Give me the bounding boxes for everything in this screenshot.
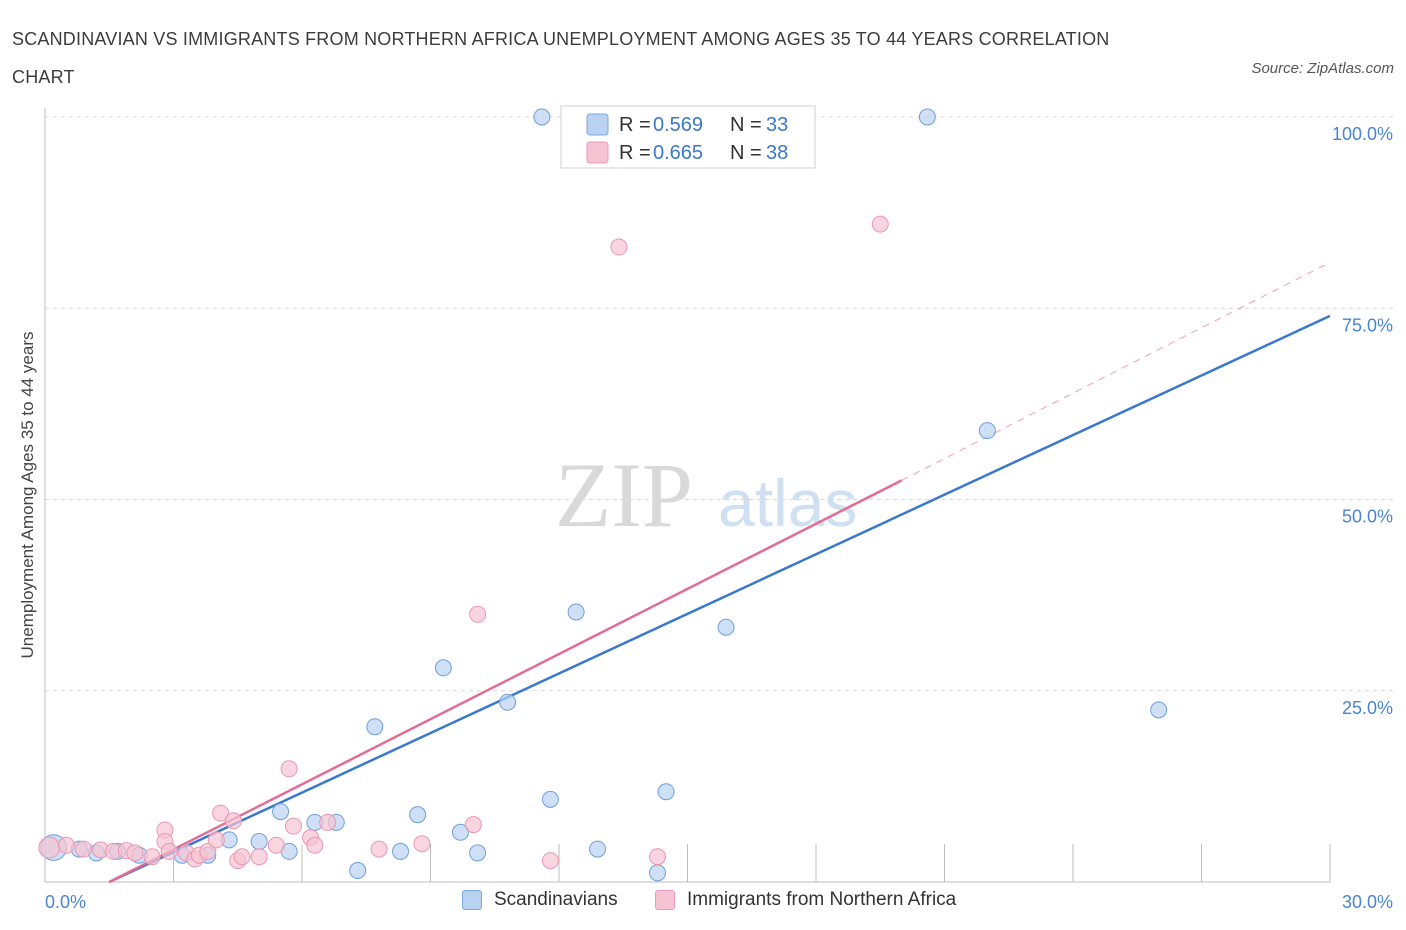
point-scandinavians-20[interactable] — [499, 693, 517, 711]
point-immigrants-2[interactable] — [75, 840, 93, 858]
point-immigrants-32[interactable] — [610, 238, 628, 256]
legend-label-scandinavians: Scandinavians — [494, 889, 618, 910]
x-tick-label-max: 30.0% — [1342, 892, 1393, 912]
point-scandinavians-8[interactable] — [250, 832, 268, 850]
point-immigrants-22[interactable] — [280, 760, 298, 778]
trend-lines — [108, 261, 1331, 884]
point-scandinavians-14[interactable] — [366, 718, 384, 736]
point-scandinavians-24[interactable] — [589, 840, 607, 858]
point-scandinavians-25[interactable] — [649, 864, 667, 882]
point-scandinavians-21[interactable] — [533, 108, 551, 126]
grid-lines — [45, 116, 1393, 692]
point-immigrants-20[interactable] — [250, 848, 268, 866]
y-tick-label-100: 100.0% — [1332, 124, 1393, 144]
legend-n-value-1: 33 — [766, 114, 788, 136]
point-immigrants-21[interactable] — [267, 836, 285, 854]
point-scandinavians-9[interactable] — [272, 803, 290, 821]
legend-n-label-1: N = — [730, 114, 762, 136]
point-immigrants-28[interactable] — [413, 835, 431, 853]
point-scandinavians-26[interactable] — [657, 783, 675, 801]
point-scandinavians-28[interactable] — [918, 108, 936, 126]
legend-item-immigrants[interactable]: Immigrants from Northern Africa — [655, 889, 956, 911]
legend-n-value-2: 38 — [766, 142, 788, 164]
watermark: ZIP atlas — [555, 444, 857, 546]
bottom-legend: Scandinavians Immigrants from Northern A… — [0, 889, 1406, 915]
data-points — [38, 108, 1168, 882]
trend-line-immigrants-extension — [901, 261, 1331, 481]
point-scandinavians-17[interactable] — [434, 659, 452, 677]
point-immigrants-7[interactable] — [143, 848, 161, 866]
watermark-zip: ZIP — [555, 444, 693, 546]
watermark-atlas: atlas — [718, 466, 857, 540]
point-immigrants-33[interactable] — [649, 848, 667, 866]
point-immigrants-30[interactable] — [469, 605, 487, 623]
point-immigrants-17[interactable] — [224, 812, 242, 830]
legend-r-label-1: R = — [619, 114, 651, 136]
point-immigrants-27[interactable] — [370, 840, 388, 858]
point-scandinavians-27[interactable] — [717, 618, 735, 636]
point-scandinavians-16[interactable] — [409, 806, 427, 824]
point-immigrants-10[interactable] — [160, 842, 178, 860]
point-immigrants-6[interactable] — [126, 844, 144, 862]
point-immigrants-14[interactable] — [199, 842, 217, 860]
legend-item-scandinavians[interactable]: Scandinavians — [462, 889, 618, 911]
y-tick-label-50: 50.0% — [1342, 507, 1393, 527]
legend-swatch-immigrants — [586, 141, 609, 164]
source-label: Source: ZipAtlas.com — [1251, 60, 1394, 77]
legend-swatch-scandinavians — [586, 113, 609, 136]
point-scandinavians-13[interactable] — [349, 862, 367, 880]
swatch-scandinavians — [462, 890, 482, 910]
y-tick-labels: 25.0% 50.0% 75.0% 100.0% — [1332, 124, 1393, 718]
point-immigrants-19[interactable] — [233, 848, 251, 866]
point-immigrants-25[interactable] — [306, 836, 324, 854]
point-scandinavians-22[interactable] — [541, 790, 559, 808]
legend-r-value-1: 0.569 — [653, 114, 703, 136]
point-immigrants-0[interactable] — [38, 836, 61, 859]
point-immigrants-16[interactable] — [212, 804, 230, 822]
point-scandinavians-30[interactable] — [1150, 701, 1168, 719]
trend-line-scandinavians — [108, 314, 1331, 884]
point-scandinavians-23[interactable] — [567, 603, 585, 621]
swatch-immigrants — [655, 890, 675, 910]
legend-box: R = 0.569 N = 33 R = 0.665 N = 38 — [560, 105, 816, 169]
legend-n-label-2: N = — [730, 142, 762, 164]
point-scandinavians-15[interactable] — [392, 842, 410, 860]
chart-title: SCANDINAVIAN VS IMMIGRANTS FROM NORTHERN… — [12, 29, 1110, 87]
legend-r-value-2: 0.665 — [653, 142, 703, 164]
legend-label-immigrants: Immigrants from Northern Africa — [687, 889, 957, 910]
point-immigrants-15[interactable] — [207, 831, 225, 849]
trend-line-immigrants — [108, 479, 903, 884]
point-immigrants-34[interactable] — [871, 215, 889, 233]
point-scandinavians-19[interactable] — [469, 844, 487, 862]
point-immigrants-26[interactable] — [319, 813, 337, 831]
y-tick-label-75: 75.0% — [1342, 315, 1393, 335]
point-immigrants-31[interactable] — [541, 852, 559, 870]
legend-r-label-2: R = — [619, 142, 651, 164]
point-immigrants-1[interactable] — [57, 836, 75, 854]
point-immigrants-29[interactable] — [464, 816, 482, 834]
point-scandinavians-29[interactable] — [978, 422, 996, 440]
point-immigrants-23[interactable] — [284, 817, 302, 835]
y-tick-label-25: 25.0% — [1342, 698, 1393, 718]
x-tick-label-min: 0.0% — [45, 892, 86, 912]
point-scandinavians-18[interactable] — [451, 823, 469, 841]
